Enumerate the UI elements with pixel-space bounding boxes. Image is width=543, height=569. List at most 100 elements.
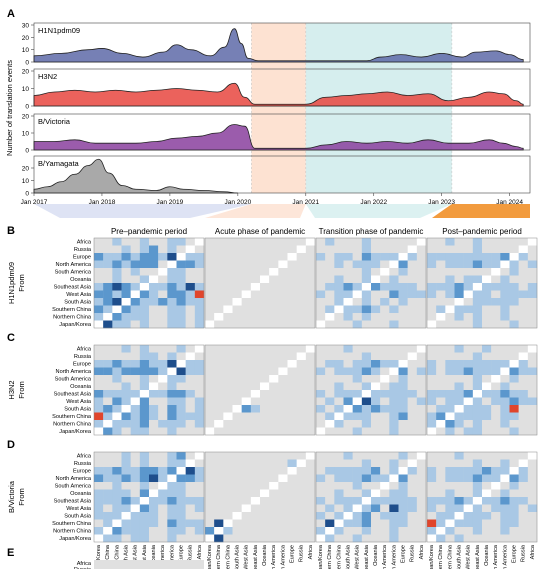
heatmap-cell	[260, 320, 270, 329]
heatmap-cell	[389, 452, 399, 460]
column-label: West Asia	[355, 544, 361, 569]
heatmap-cell	[454, 534, 464, 543]
heatmap-cell	[500, 397, 510, 406]
heatmap-cell	[287, 298, 297, 306]
heatmap-cell	[352, 512, 363, 520]
heatmap-cell	[491, 482, 501, 490]
heatmap-cell	[223, 260, 233, 269]
heatmap-cell	[305, 427, 316, 436]
heatmap-cell	[380, 305, 390, 314]
heatmap-cell	[518, 360, 529, 368]
y-axis-label: Number of translation events	[5, 60, 14, 156]
heatmap-cell	[287, 238, 297, 246]
x-tick-label: Jan 2021	[292, 199, 319, 206]
heatmap-cell	[500, 382, 510, 391]
heatmap-cell	[232, 497, 242, 505]
heatmap-cell	[167, 367, 177, 376]
heatmap-cell	[260, 360, 270, 368]
heatmap-cell	[94, 467, 104, 475]
heatmap-cell	[185, 489, 196, 498]
heatmap-cell	[427, 313, 437, 321]
heatmap-cell	[491, 375, 501, 383]
heatmap-cell	[305, 489, 316, 498]
heatmap-cell	[371, 260, 381, 269]
heatmap-cell	[509, 474, 519, 483]
heatmap-cell	[214, 497, 224, 505]
heatmap-cell	[167, 427, 177, 436]
heatmap-cell	[250, 534, 261, 543]
heatmap-cell	[130, 238, 141, 246]
heatmap-cell	[260, 397, 270, 406]
heatmap-cell	[371, 298, 381, 306]
heatmap-cell	[241, 305, 252, 314]
heatmap-cell	[343, 412, 353, 421]
heatmap-b-victoria-pre	[93, 451, 205, 543]
heatmap-cell	[445, 420, 455, 428]
heatmap-cell	[454, 245, 464, 254]
heatmap-cell	[371, 245, 381, 254]
heatmap-cell	[139, 245, 150, 254]
heatmap-cell	[334, 390, 344, 398]
heatmap-cell	[518, 420, 529, 428]
heatmap-cell	[223, 238, 233, 246]
heatmap-cell	[352, 345, 363, 353]
heatmap-cell	[371, 519, 381, 528]
heatmap-cell	[380, 467, 390, 475]
heatmap-cell	[325, 305, 335, 314]
heatmap-cell	[427, 512, 437, 520]
heatmap-cell	[112, 459, 122, 468]
heatmap-cell	[334, 313, 344, 321]
heatmap-cell	[361, 305, 372, 314]
heatmap-cell	[269, 298, 279, 306]
heatmap-b-victoria-post	[426, 451, 538, 543]
heatmap-cell	[167, 352, 177, 361]
heatmap-cell	[121, 504, 131, 513]
heatmap-cell	[287, 397, 297, 406]
heatmap-cell	[194, 375, 205, 383]
heatmap-cell	[316, 320, 326, 329]
heatmap-cell	[334, 352, 344, 361]
heatmap-cell	[130, 519, 141, 528]
heatmap-cell	[287, 497, 297, 505]
heatmap-cell	[482, 390, 492, 398]
heatmap-cell	[260, 275, 270, 284]
heatmap-cell	[500, 489, 510, 498]
heatmap-cell	[269, 519, 279, 528]
heatmap-cell	[305, 283, 316, 291]
heatmap-cell	[232, 320, 242, 329]
heatmap-cell	[287, 367, 297, 376]
column-label: Oceania	[262, 544, 268, 566]
heatmap-cell	[491, 360, 501, 368]
column-label: South America	[160, 544, 166, 569]
heatmap-cell	[158, 459, 168, 468]
heatmap-cell	[371, 360, 381, 368]
heatmap-cell	[316, 382, 326, 391]
heatmap-cell	[176, 427, 186, 436]
heatmap-cell	[296, 459, 307, 468]
heatmap-cell	[454, 238, 464, 246]
row-label: South America	[55, 270, 92, 276]
heatmap-cell	[214, 420, 224, 428]
heatmap-cell	[454, 298, 464, 306]
heatmap-cell	[491, 260, 501, 269]
heatmap-cell	[94, 245, 104, 254]
heatmap-cell	[416, 260, 427, 269]
heatmap-cell	[296, 527, 307, 535]
heatmap-cell	[112, 412, 122, 421]
heatmap-cell	[232, 489, 242, 498]
heatmap-cell	[445, 467, 455, 475]
heatmap-cell	[380, 482, 390, 490]
heatmap-cell	[112, 512, 122, 520]
heatmap-cell	[250, 482, 261, 490]
heatmap-cell	[296, 245, 307, 254]
heatmap-cell	[416, 527, 427, 535]
heatmap-cell	[500, 320, 510, 329]
heatmap-cell	[103, 474, 113, 483]
heatmap-cell	[509, 512, 519, 520]
heatmap-cell	[500, 253, 510, 261]
heatmap-cell	[509, 405, 519, 413]
heatmap-cell	[112, 253, 122, 261]
x-tick-label: Jan 2022	[360, 199, 387, 206]
column-label: Russia	[521, 544, 527, 562]
heatmap-cell	[472, 298, 483, 306]
